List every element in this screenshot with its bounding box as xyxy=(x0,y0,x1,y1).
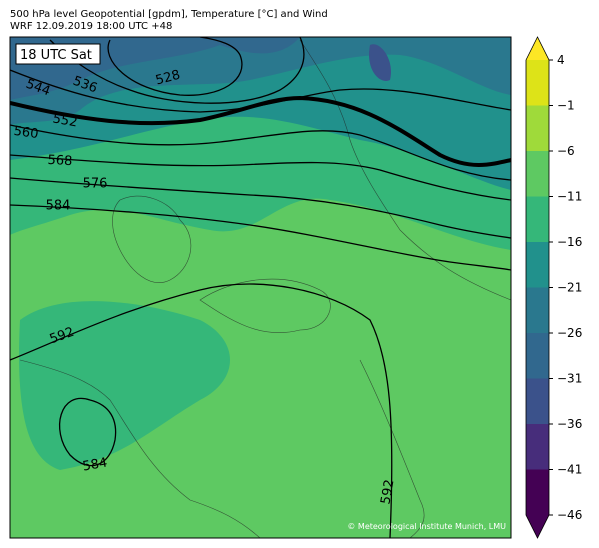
coastlines xyxy=(19,39,511,538)
contour-label: 584 xyxy=(81,455,108,474)
time-box xyxy=(15,43,101,65)
temp-zone xyxy=(19,301,231,470)
colorbar-tick-label: 4 xyxy=(557,53,565,67)
contour-label: 592 xyxy=(378,478,397,505)
colorbar-tick-label: −26 xyxy=(557,326,582,340)
contour-label: 568 xyxy=(47,153,73,169)
colorbar-band xyxy=(526,469,549,515)
colorbar-band xyxy=(526,424,549,470)
title: 500 hPa level Geopotential [gpdm], Tempe… xyxy=(10,9,328,20)
colorbar-band xyxy=(526,60,549,106)
colorbar-tick-label: −11 xyxy=(557,190,582,204)
colorbar-tick-label: −21 xyxy=(557,281,582,295)
colorbar-extend-bottom xyxy=(526,515,549,538)
colorbar-tick-label: −31 xyxy=(557,372,582,386)
colorbar-extend-top xyxy=(526,37,549,60)
colorbar-band xyxy=(526,151,549,197)
colorbar-band xyxy=(526,378,549,424)
credit: © Meteorological Institute Munich, LMU xyxy=(347,522,506,531)
contour-label: 560 xyxy=(13,124,40,142)
contour-label: 576 xyxy=(83,177,108,192)
time-label: 18 UTC Sat xyxy=(20,48,92,63)
colorbar-tick-label: −36 xyxy=(557,417,582,431)
colorbar-tick-label: −16 xyxy=(557,235,582,249)
colorbar-band xyxy=(526,242,549,288)
map-frame xyxy=(9,36,512,539)
map: 18 UTC Sat © Meteorological Institute Mu… xyxy=(10,37,511,538)
colorbar-tick-label: −6 xyxy=(557,144,575,158)
colorbar-band xyxy=(526,105,549,151)
subtitle: WRF 12.09.2019 18:00 UTC +48 xyxy=(10,21,172,32)
temp-zone xyxy=(369,44,391,81)
contours xyxy=(10,37,511,538)
colorbar-band xyxy=(526,333,549,379)
colorbar-band xyxy=(526,196,549,242)
colorbar-band xyxy=(526,287,549,333)
contour-label: 528 xyxy=(154,68,182,89)
contour-label: 552 xyxy=(51,111,78,130)
colorbar-tick-label: −1 xyxy=(557,99,575,113)
colorbar-tick-label: −41 xyxy=(557,463,582,477)
contour-label: 584 xyxy=(46,199,71,214)
colorbar-tick-label: −46 xyxy=(557,508,582,522)
